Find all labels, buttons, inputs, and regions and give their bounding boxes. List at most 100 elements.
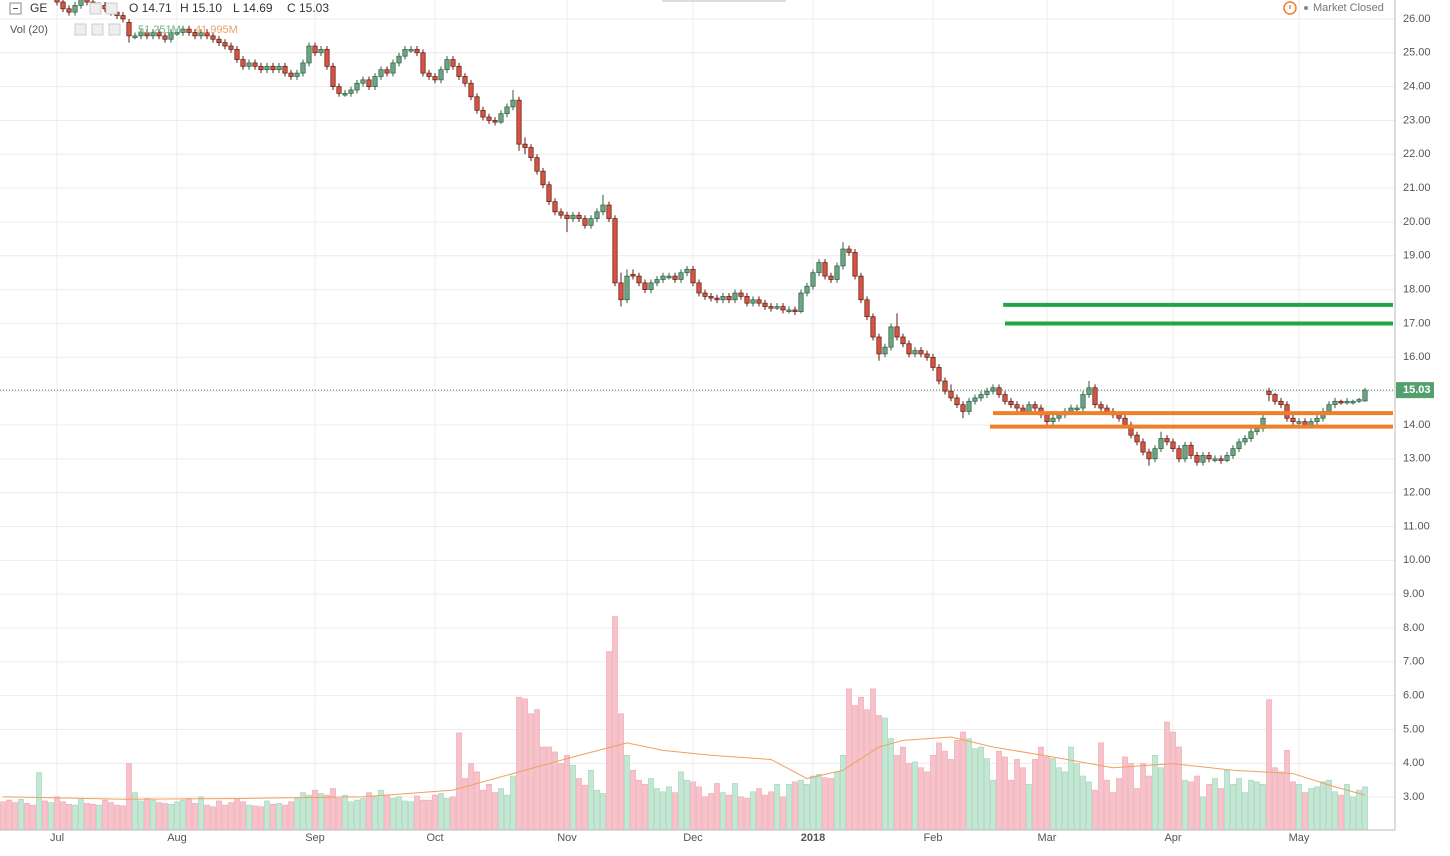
volume-bar [1026, 784, 1032, 831]
volume-bar [918, 767, 924, 831]
candle-body [198, 32, 204, 37]
volume-bar [426, 799, 432, 831]
candle-body [54, 0, 60, 3]
volume-bar [360, 798, 366, 831]
last-price-tag [1396, 382, 1434, 399]
volume-bar [240, 801, 246, 831]
y-tick-label: 11.00 [1403, 520, 1430, 532]
candle-body [462, 76, 468, 84]
volume-bar [102, 799, 108, 831]
volume-bar [558, 763, 564, 831]
candle-body [504, 106, 510, 115]
volume-bar [912, 761, 918, 831]
volume-bar [414, 795, 420, 831]
x-tick-label: Nov [557, 832, 577, 844]
volume-bar [1356, 789, 1362, 831]
icon[interactable] [89, 2, 102, 15]
volume-bar [90, 803, 96, 831]
volume-bar [306, 794, 312, 831]
icon[interactable] [91, 23, 104, 36]
scroll-handle[interactable] [662, 0, 786, 2]
candle-body [618, 282, 624, 301]
volume-bar [1116, 778, 1122, 831]
volume-bar [156, 802, 162, 831]
volume-bar [576, 778, 582, 831]
icon[interactable] [108, 23, 121, 36]
candle-body [942, 380, 948, 392]
candle-body [648, 282, 654, 290]
volume-bar [678, 771, 684, 831]
candle-body [954, 397, 960, 406]
volume-bar [780, 796, 786, 831]
candle-body [1302, 421, 1308, 426]
volume-bar [1206, 784, 1212, 831]
candle-body [876, 336, 882, 355]
volume-bar [750, 791, 756, 831]
volume-bar [408, 801, 414, 831]
candle-body [180, 28, 186, 33]
candle-body [222, 42, 228, 47]
candle-body [678, 272, 684, 280]
candle-body [846, 248, 852, 253]
candle-body [966, 400, 972, 412]
volume-bar [372, 796, 378, 831]
candle-body [1218, 458, 1224, 461]
volume-bar [150, 799, 156, 831]
volume-bar [768, 791, 774, 831]
volume-bar [864, 709, 870, 831]
candle-body [1032, 404, 1038, 409]
candle-body [534, 157, 540, 172]
status-icon[interactable] [1283, 1, 1297, 15]
volume-bar [36, 772, 42, 831]
volume-bar [192, 803, 198, 831]
volume-bar [840, 754, 846, 831]
volume-bar [1350, 796, 1356, 831]
candle-body [372, 76, 378, 87]
candle-body [684, 268, 690, 274]
candle-body [1290, 417, 1296, 422]
candle-body [672, 275, 678, 280]
volume-bar [216, 800, 222, 831]
candle-body [690, 268, 696, 284]
volume-bar [516, 696, 522, 831]
volume-bar [1218, 788, 1224, 831]
candle-body [1230, 448, 1236, 456]
volume-bar [1236, 778, 1242, 831]
candle-body [480, 109, 486, 118]
open-value: O 14.71 [129, 1, 172, 15]
candle-body [1164, 438, 1170, 443]
candle-body [474, 96, 480, 111]
icon[interactable] [74, 23, 87, 36]
volume-bar [342, 794, 348, 831]
candle-body [294, 72, 300, 77]
volume-bar [834, 771, 840, 831]
candle-body [342, 93, 348, 96]
volume-bar [618, 713, 624, 831]
candle-body [762, 302, 768, 307]
candle-body [744, 296, 750, 304]
volume-bar [882, 717, 888, 831]
volume-ma-line [2, 736, 1366, 800]
candle-body [900, 336, 906, 345]
symbol: GE [30, 1, 47, 15]
candle-body [1362, 389, 1368, 402]
candle-body [924, 353, 930, 358]
candle-body [720, 296, 726, 301]
volume-bar [642, 784, 648, 831]
icon[interactable] [105, 2, 118, 15]
volume-bar [330, 788, 336, 831]
volume-bar [252, 805, 258, 831]
candle-body [432, 76, 438, 81]
candle-body [1146, 451, 1152, 460]
candle-body [396, 55, 402, 64]
candle-body [1008, 400, 1014, 406]
candle-body [558, 211, 564, 216]
candle-body [1224, 455, 1230, 461]
volume-bar [420, 799, 426, 831]
volume-bar [1050, 758, 1056, 831]
x-tick-label: Aug [167, 832, 187, 844]
volume-bar [1152, 754, 1158, 831]
volume-bar [924, 771, 930, 831]
candle-body [1338, 400, 1344, 404]
candle-body [1134, 434, 1140, 443]
